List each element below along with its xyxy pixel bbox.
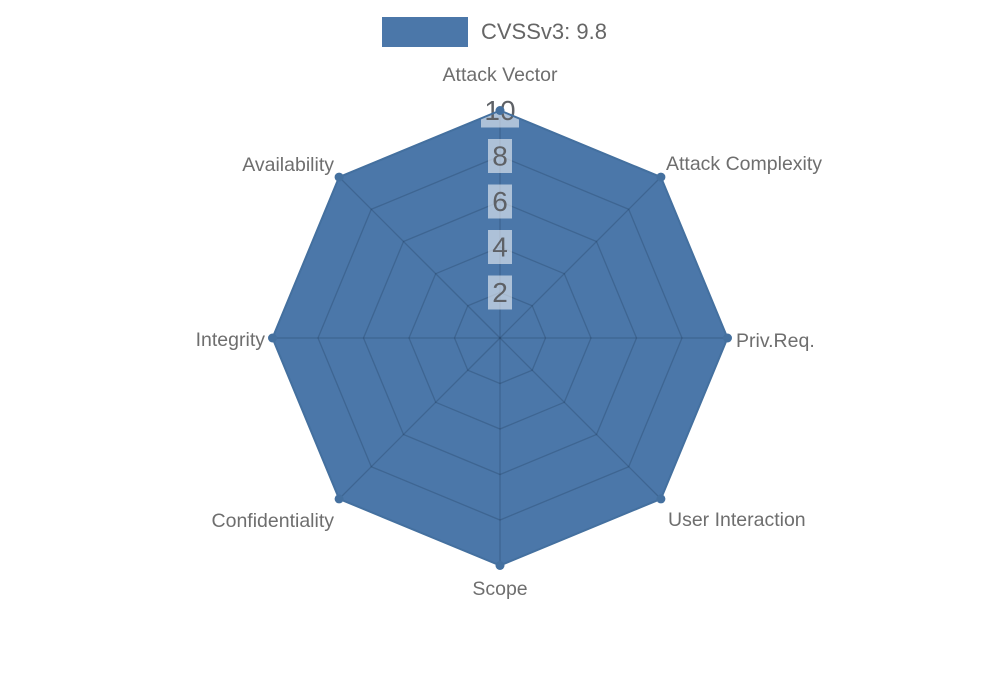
radar-fill-layer bbox=[272, 110, 728, 566]
vertex-marker bbox=[723, 333, 732, 343]
radar-outline-layer bbox=[268, 106, 732, 570]
grid-ring bbox=[408, 246, 592, 430]
grid-ring bbox=[453, 291, 547, 385]
tick-label-6: 6 bbox=[492, 186, 508, 217]
axis-label-integrity: Integrity bbox=[196, 329, 266, 351]
axis-label-priv-req: Priv.Req. bbox=[736, 330, 815, 352]
tick-box-6 bbox=[488, 184, 512, 219]
grid-spoke bbox=[338, 337, 501, 500]
vertex-marker bbox=[656, 494, 666, 504]
vertex-marker bbox=[495, 106, 505, 115]
axis-label-availability: Availability bbox=[242, 154, 334, 176]
grid-spoke bbox=[338, 176, 501, 339]
vertex-marker bbox=[268, 333, 277, 343]
legend-label: CVSSv3: 9.8 bbox=[481, 19, 607, 44]
legend-swatch bbox=[382, 17, 468, 47]
tick-label-4: 4 bbox=[492, 232, 508, 263]
tick-box-2 bbox=[488, 275, 512, 310]
vertex-marker bbox=[495, 561, 505, 570]
axis-label-user-interaction: User Interaction bbox=[668, 509, 806, 531]
tick-label-8: 8 bbox=[492, 141, 508, 172]
tick-label-2: 2 bbox=[492, 277, 508, 308]
grid-ring bbox=[317, 155, 683, 521]
vertex-marker bbox=[656, 172, 666, 182]
axis-label-attack-complexity: Attack Complexity bbox=[666, 153, 822, 175]
vertex-marker bbox=[334, 172, 344, 182]
axis-label-scope: Scope bbox=[472, 578, 527, 600]
radar-fill bbox=[272, 110, 728, 566]
axis-label-attack-vector: Attack Vector bbox=[443, 64, 558, 86]
vertex-marker bbox=[334, 494, 344, 504]
grid-spoke bbox=[499, 337, 662, 500]
tick-box-8 bbox=[488, 139, 512, 173]
grid-ring bbox=[362, 200, 638, 476]
legend: CVSSv3: 9.8 bbox=[382, 17, 607, 47]
tick-box-4 bbox=[488, 230, 512, 264]
axis-label-confidentiality: Confidentiality bbox=[212, 510, 335, 532]
axis-labels: Attack Vector Attack Complexity Priv.Req… bbox=[196, 64, 823, 600]
grid-spoke bbox=[499, 176, 662, 339]
